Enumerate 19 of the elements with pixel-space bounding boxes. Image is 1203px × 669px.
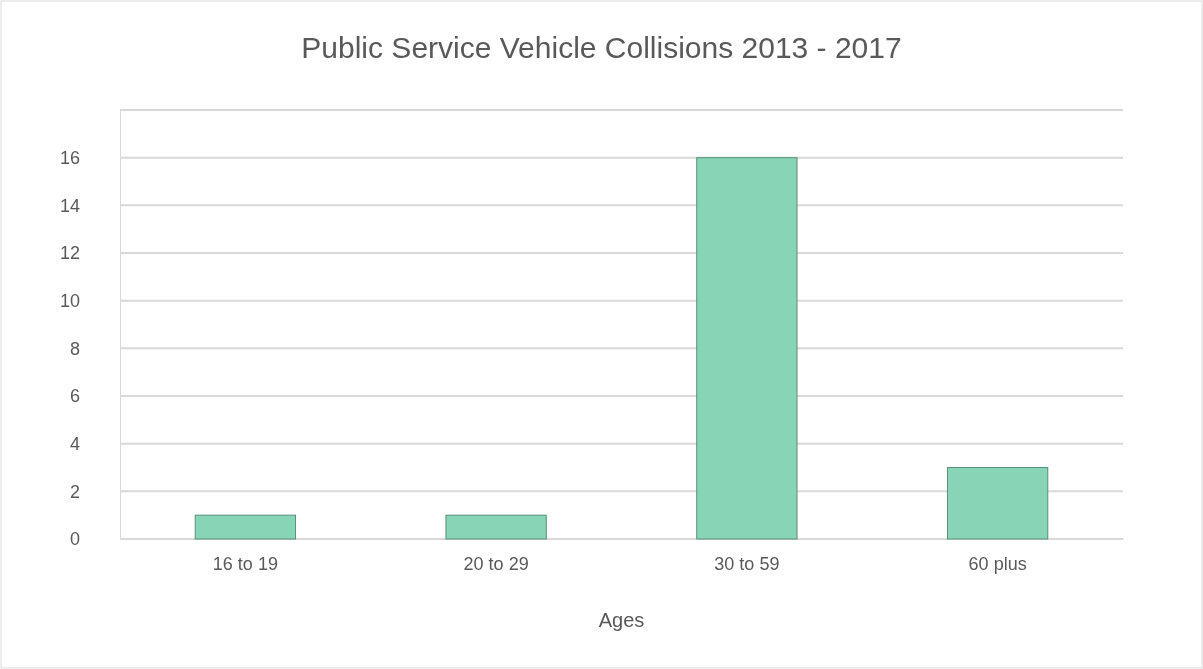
x-axis-title: Ages [598,609,645,631]
bar [696,157,798,540]
y-tick-label: 0 [69,529,80,550]
x-tick-label: 16 to 19 [212,553,278,574]
y-tick-label: 8 [69,338,80,359]
y-tick-label: 4 [69,433,80,454]
bar [194,514,297,540]
y-tick-label: 10 [59,290,80,311]
bar [946,467,1049,540]
x-tick-label: 60 plus [968,553,1027,574]
bar [445,514,547,540]
x-tick-label: 20 to 29 [463,553,529,574]
y-tick-label: 2 [69,481,80,502]
y-tick-label: 14 [59,195,80,216]
y-tick-label: 6 [69,386,80,407]
x-tick-label: 30 to 59 [714,553,780,574]
y-tick-label: 12 [59,243,80,264]
chart-title: Public Service Vehicle Collisions 2013 - 2017 [301,31,902,64]
y-tick-label: 16 [59,147,80,168]
